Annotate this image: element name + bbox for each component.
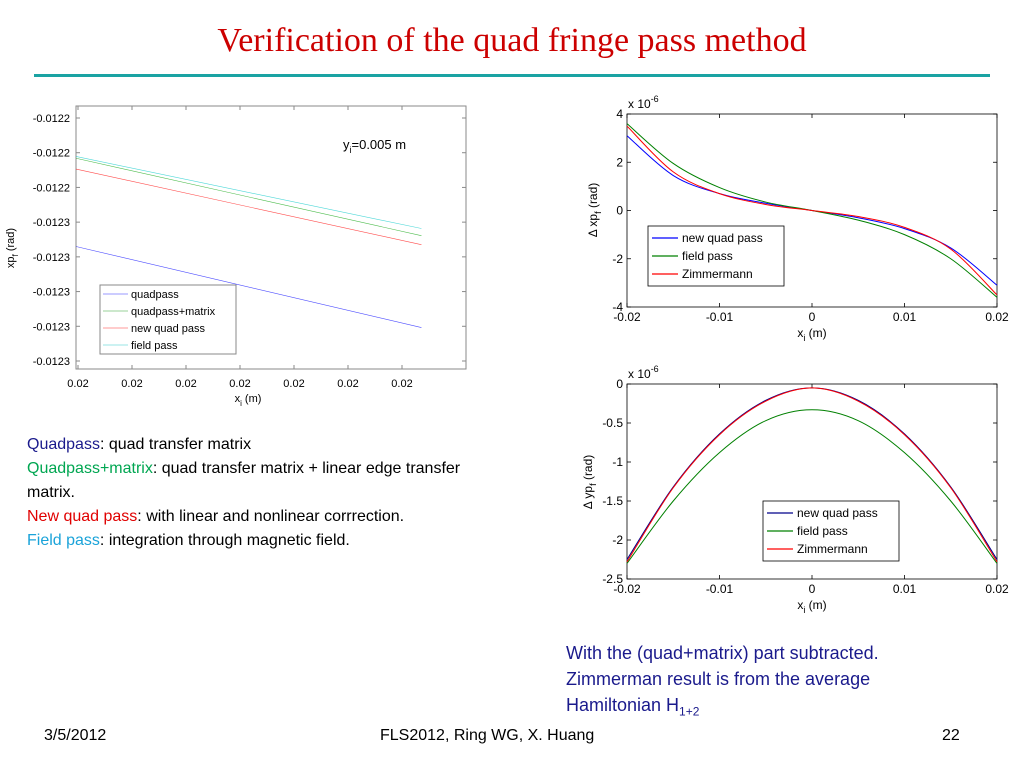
- x-tick-label: 0.01: [893, 582, 917, 596]
- chart-delta-xpf-exponent: x 10-6: [628, 94, 659, 111]
- x-tick-label: -0.02: [613, 310, 641, 324]
- series-line-quadpass-matrix: [75, 157, 422, 236]
- chart-delta-xpf: 4 2 0 -2 -4 -0.02 -0.01 0 0.01 0.02 x 10-6 xi (m…: [586, 94, 1009, 343]
- chart-xpf-xlabel: xi (m): [235, 393, 262, 408]
- footer-date: 3/5/2012: [44, 727, 107, 744]
- x-tick-label: 0.02: [391, 378, 412, 390]
- x-tick-label: 0.02: [67, 378, 88, 390]
- note-line-1: With the (quad+matrix) part subtracted.: [566, 643, 879, 663]
- footer-page-number: 22: [942, 727, 960, 744]
- legend-label-quadpass: quadpass: [131, 289, 179, 301]
- chart-delta-ypf: 0 -0.5 -1 -1.5 -2 -2.5 -0.02 -0.01 0 0.01 0.02 x …: [581, 364, 1009, 615]
- chart-delta-ypf-legend: new quad pass field pass Zimmermann: [762, 500, 900, 562]
- chart-delta-ypf-ylabel: Δ ypf (rad): [581, 455, 598, 510]
- y-tick-label: -1.5: [602, 494, 623, 508]
- legend-label-field-pass: field pass: [131, 340, 178, 352]
- y-tick-label: -0.0122: [33, 113, 70, 125]
- desc-key: Quadpass: [27, 436, 100, 453]
- legend-label-new-quad-pass: new quad pass: [131, 323, 205, 335]
- y-tick-label: -2.5: [602, 572, 623, 586]
- chart-delta-ypf-exponent: x 10-6: [628, 364, 659, 381]
- desc-key: Field pass: [27, 532, 100, 549]
- x-tick-label: -0.01: [706, 582, 734, 596]
- footer-center: FLS2012, Ring WG, X. Huang: [380, 727, 595, 744]
- y-tick-label: -4: [612, 300, 623, 314]
- y-tick-label: -0.0123: [33, 287, 70, 299]
- legend-label-quadpass-matrix: quadpass+matrix: [131, 306, 216, 318]
- y-tick-label: 0: [616, 377, 623, 391]
- legend-label-new-quad-pass: new quad pass: [797, 506, 878, 520]
- desc-text: : quad transfer matrix + linear edge tra…: [27, 460, 461, 501]
- slide-title: Verification of the quad fringe pass met…: [217, 22, 807, 59]
- x-tick-label: -0.02: [613, 582, 641, 596]
- y-tick-label: -2: [612, 533, 623, 547]
- y-tick-label: 4: [616, 107, 623, 121]
- series-line-field-pass: [75, 156, 422, 229]
- subtraction-note: With the (quad+matrix) part subtracted. …: [566, 640, 986, 725]
- legend-label-zimmermann: Zimmermann: [682, 267, 753, 281]
- series-line-field-pass: [626, 409, 998, 564]
- x-tick-label: -0.01: [706, 310, 734, 324]
- desc-new-quad-pass: New quad pass: with linear and nonlinear…: [27, 505, 507, 529]
- y-tick-label: -0.0123: [33, 356, 70, 368]
- series-line-new-quad-pass: [75, 168, 422, 245]
- y-tick-label: -0.5: [602, 416, 623, 430]
- chart-xpf: -0.0122 -0.0122 -0.0122 -0.0123 -0.0123 -0.01…: [5, 105, 467, 408]
- chart-xpf-ylabel: xpf (rad): [5, 228, 20, 268]
- y-tick-label: -0.0123: [33, 321, 70, 333]
- desc-quadpass: Quadpass: quad transfer matrix: [27, 433, 507, 457]
- x-tick-label: 0.01: [893, 310, 917, 324]
- y-tick-label: -1: [612, 455, 623, 469]
- x-tick-label: 0.02: [985, 310, 1009, 324]
- chart-xpf-legend: quadpass quadpass+matrix new quad pass f…: [99, 284, 237, 355]
- y-tick-label: -0.0123: [33, 217, 70, 229]
- series-line-zimmermann: [626, 125, 998, 296]
- note-line-2: Zimmerman result is from the average: [566, 669, 871, 689]
- x-tick-label: 0.02: [337, 378, 358, 390]
- chart-xpf-annotation: yi=0.005 m: [343, 137, 406, 155]
- legend-label-zimmermann: Zimmermann: [797, 542, 868, 556]
- desc-key: Quadpass+matrix: [27, 460, 153, 477]
- x-tick-label: 0.02: [985, 582, 1009, 596]
- chart-delta-xpf-ylabel: Δ xpf (rad): [586, 183, 603, 238]
- desc-quadpass-matrix: Quadpass+matrix: quad transfer matrix + …: [27, 457, 507, 505]
- desc-field-pass: Field pass: integration through magnetic…: [27, 529, 507, 553]
- chart-delta-xpf-xlabel: xi (m): [797, 326, 826, 343]
- x-tick-label: 0.02: [229, 378, 250, 390]
- y-tick-label: 2: [616, 155, 623, 169]
- x-tick-label: 0.02: [283, 378, 304, 390]
- desc-text: : quad transfer matrix: [99, 436, 252, 453]
- x-tick-label: 0: [809, 310, 816, 324]
- legend-label-new-quad-pass: new quad pass: [682, 231, 763, 245]
- desc-key: New quad pass: [27, 508, 138, 525]
- x-tick-label: 0: [809, 582, 816, 596]
- x-tick-label: 0.02: [175, 378, 196, 390]
- x-tick-label: 0.02: [121, 378, 142, 390]
- desc-text: : with linear and nonlinear corrrection.: [137, 508, 405, 525]
- y-tick-label: 0: [616, 204, 623, 218]
- y-tick-label: -0.0122: [33, 182, 70, 194]
- note-line-3: Hamiltonian H1+2: [566, 695, 700, 719]
- legend-label-field-pass: field pass: [797, 524, 848, 538]
- series-line-zimmermann: [626, 387, 998, 563]
- desc-text: : integration through magnetic field.: [99, 532, 350, 549]
- y-tick-label: -2: [612, 252, 623, 266]
- series-line-quadpass: [75, 246, 422, 328]
- y-tick-label: -0.0123: [33, 252, 70, 264]
- method-descriptions: Quadpass: quad transfer matrix Quadpass+…: [27, 433, 507, 553]
- y-tick-label: -0.0122: [33, 148, 70, 160]
- chart-delta-ypf-xlabel: xi (m): [797, 598, 826, 615]
- legend-label-field-pass: field pass: [682, 249, 733, 263]
- chart-delta-xpf-legend: new quad pass field pass Zimmermann: [647, 225, 785, 287]
- title-divider: [34, 74, 990, 77]
